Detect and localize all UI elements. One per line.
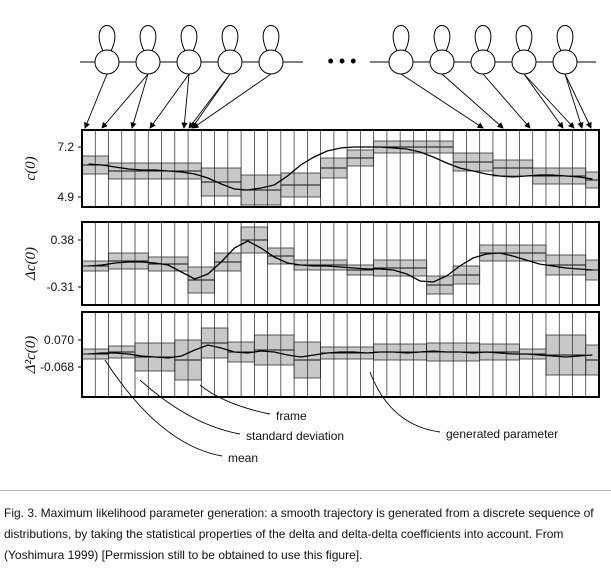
hmm-state <box>176 49 202 75</box>
y-axis-label: Δc(0) <box>23 247 39 281</box>
self-loop <box>556 25 574 52</box>
annotation-standard-deviation: standard deviation <box>246 429 344 443</box>
annotations: frame standard deviation mean generated par… <box>104 359 558 465</box>
panel-2: 0.38 -0.31 Δc(0) <box>23 221 600 306</box>
hmm-state <box>94 49 120 75</box>
y-tick-label: 7.2 <box>57 140 74 154</box>
hmm-state <box>429 49 455 75</box>
caption-divider <box>0 490 611 491</box>
state-to-frame-arrow <box>181 73 190 129</box>
state-to-frame-arrow <box>523 73 564 129</box>
state-to-frame-arrow <box>84 73 108 129</box>
figure: • • • 7.2 4.9 c(0) 0.38 -0.31 Δc(0) 0.070 -0.06… <box>23 25 600 465</box>
y-tick-label: 4.9 <box>57 190 74 204</box>
state-to-frame-arrow <box>482 73 531 129</box>
self-loop <box>262 25 280 52</box>
state-to-frame-arrow <box>192 73 272 129</box>
figure-caption: Fig. 3. Maximum likelihood parameter gen… <box>4 506 594 562</box>
y-tick-label: 0.070 <box>44 333 74 347</box>
y-axis-label: c(0) <box>23 156 39 180</box>
leader-frame <box>199 384 271 415</box>
hmm-state <box>258 49 284 75</box>
y-axis-label: Δ²c(0) <box>23 336 39 374</box>
state-to-frame-arrow <box>149 73 190 129</box>
generated-trajectory <box>88 344 593 359</box>
state-to-frame-arrow <box>523 73 575 129</box>
panel-1: 7.2 4.9 c(0) <box>23 129 600 208</box>
self-loop <box>474 25 492 52</box>
state-to-frame-arrow <box>191 73 231 129</box>
leader-mean <box>104 359 223 457</box>
self-loop <box>98 25 116 52</box>
hmm-state <box>511 49 537 75</box>
panel-frame <box>81 221 600 306</box>
state-to-frame-arrow <box>441 73 504 129</box>
self-loop <box>180 25 198 52</box>
state-to-frame-arrow <box>564 73 592 129</box>
state-to-frame-arrow <box>130 73 149 129</box>
state-to-frame-arrow <box>400 73 484 129</box>
annotation-generated-parameter: generated parameter <box>446 427 558 441</box>
panel-frame <box>81 129 600 208</box>
state-to-frame-arrow <box>101 73 149 129</box>
self-loop <box>433 25 451 52</box>
leader-generated <box>369 371 441 433</box>
trajectory-panels: 7.2 4.9 c(0) 0.38 -0.31 Δc(0) 0.070 -0.068Δ²c(0… <box>23 73 600 398</box>
hmm-state <box>470 49 496 75</box>
self-loop <box>515 25 533 52</box>
hmm-state-chain: • • • <box>80 25 596 75</box>
y-tick-label: -0.068 <box>40 360 74 374</box>
panel-frame <box>81 311 600 398</box>
generated-trajectory <box>88 146 593 191</box>
generated-trajectory <box>88 240 593 283</box>
y-tick-label: 0.38 <box>51 233 75 247</box>
self-loop <box>392 25 410 52</box>
self-loop <box>221 25 239 52</box>
hmm-state <box>388 49 414 75</box>
state-to-frame-arrow <box>564 73 584 129</box>
hmm-state <box>217 49 243 75</box>
y-tick-label: -0.31 <box>47 280 75 294</box>
hmm-state <box>552 49 578 75</box>
annotation-mean: mean <box>228 451 258 465</box>
hmm-state <box>135 49 161 75</box>
annotation-frame: frame <box>276 409 307 423</box>
ellipsis-dots: • • • <box>328 51 357 71</box>
self-loop <box>139 25 157 52</box>
leader-std <box>139 379 241 435</box>
